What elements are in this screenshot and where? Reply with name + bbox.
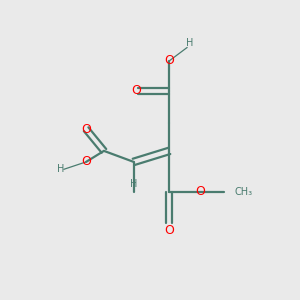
Text: H: H [186,38,194,48]
Text: H: H [57,164,64,174]
Text: O: O [164,54,174,67]
Text: O: O [164,224,174,237]
Text: O: O [132,84,142,97]
Text: O: O [81,123,91,136]
Text: H: H [130,179,137,189]
Text: O: O [81,155,91,168]
Text: CH₃: CH₃ [235,187,253,196]
Text: O: O [196,185,206,198]
